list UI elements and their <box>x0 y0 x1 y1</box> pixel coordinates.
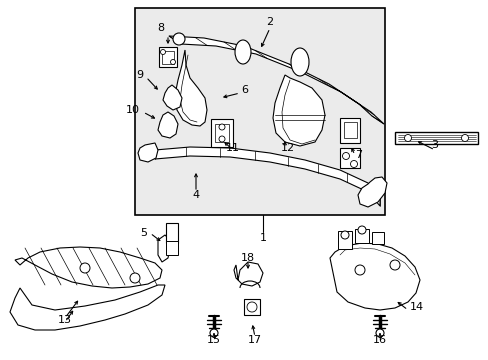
Polygon shape <box>175 50 206 126</box>
Polygon shape <box>329 243 419 310</box>
Polygon shape <box>169 36 383 124</box>
Polygon shape <box>272 75 325 146</box>
Circle shape <box>170 59 175 64</box>
Ellipse shape <box>235 40 250 64</box>
Polygon shape <box>158 235 170 262</box>
Circle shape <box>130 273 140 283</box>
Polygon shape <box>10 285 164 330</box>
Circle shape <box>160 49 165 54</box>
Text: 18: 18 <box>241 253 255 263</box>
Text: 5: 5 <box>140 228 147 238</box>
Bar <box>165 241 178 255</box>
Circle shape <box>404 135 411 141</box>
Polygon shape <box>394 132 477 144</box>
Text: 12: 12 <box>281 143 295 153</box>
Polygon shape <box>15 247 162 288</box>
Bar <box>210 119 232 147</box>
Ellipse shape <box>290 48 308 76</box>
Text: 6: 6 <box>241 85 247 95</box>
Text: 1: 1 <box>259 233 266 243</box>
Bar <box>337 231 351 249</box>
Text: 15: 15 <box>206 335 221 345</box>
Text: 13: 13 <box>58 315 72 325</box>
Text: 2: 2 <box>266 17 273 27</box>
Circle shape <box>80 263 90 273</box>
Circle shape <box>354 265 364 275</box>
Circle shape <box>342 153 349 159</box>
Circle shape <box>350 161 357 167</box>
Bar <box>244 299 260 315</box>
Bar <box>135 8 384 215</box>
Circle shape <box>209 329 218 337</box>
Bar <box>354 229 368 243</box>
Ellipse shape <box>173 33 184 45</box>
Text: 7: 7 <box>354 150 362 160</box>
Text: 11: 11 <box>225 143 240 153</box>
Bar <box>159 47 177 67</box>
Text: 17: 17 <box>247 335 262 345</box>
Bar <box>343 122 356 138</box>
Text: 9: 9 <box>136 70 142 80</box>
Text: 4: 4 <box>192 190 199 200</box>
Polygon shape <box>163 85 182 110</box>
Polygon shape <box>155 147 379 206</box>
Bar <box>371 232 383 244</box>
Circle shape <box>219 124 224 130</box>
Text: 3: 3 <box>430 140 438 150</box>
Polygon shape <box>138 143 158 162</box>
Text: 8: 8 <box>157 23 164 33</box>
Circle shape <box>219 136 224 142</box>
Polygon shape <box>357 177 386 207</box>
Text: 16: 16 <box>372 335 386 345</box>
Bar <box>215 124 228 142</box>
Circle shape <box>340 231 348 239</box>
Circle shape <box>461 135 468 141</box>
Bar <box>339 117 359 143</box>
Text: 14: 14 <box>409 302 423 312</box>
Circle shape <box>375 329 383 337</box>
Circle shape <box>357 226 365 234</box>
Bar <box>165 223 178 243</box>
Bar <box>162 50 174 63</box>
Polygon shape <box>234 262 263 286</box>
Text: 10: 10 <box>126 105 140 115</box>
Bar <box>339 148 359 168</box>
Polygon shape <box>158 112 178 138</box>
Circle shape <box>389 260 399 270</box>
